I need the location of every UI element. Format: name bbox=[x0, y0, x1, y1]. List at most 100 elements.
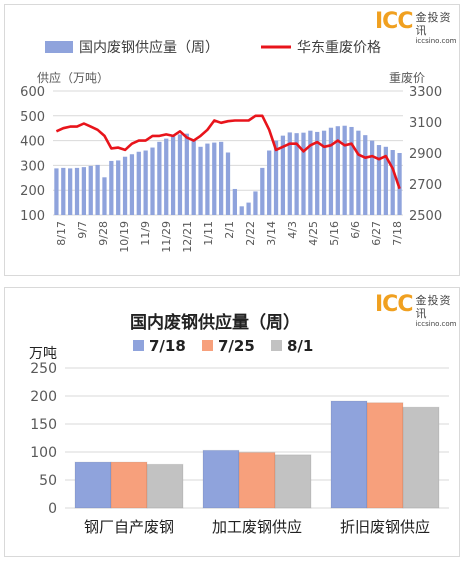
legend-label: 7/25 bbox=[218, 337, 255, 355]
supply-bar bbox=[315, 131, 320, 215]
x-tick-label: 3/14 bbox=[265, 221, 278, 246]
supply-bar bbox=[68, 168, 73, 215]
x-tick-label: 2/1 bbox=[223, 221, 236, 239]
chart-title: 国内废钢供应量（周） bbox=[130, 312, 300, 333]
logo-url-text: iccsino.com bbox=[415, 37, 457, 45]
price-line bbox=[55, 114, 401, 190]
legend-swatch-supply bbox=[45, 41, 73, 53]
supply-bar bbox=[308, 130, 313, 215]
bar bbox=[202, 449, 240, 509]
y-tick-right: 2900 bbox=[409, 147, 442, 162]
bar bbox=[274, 454, 312, 509]
supply-bar bbox=[177, 134, 183, 215]
legend-swatch bbox=[133, 340, 144, 351]
y-tick: 100 bbox=[30, 445, 57, 461]
supply-bar bbox=[170, 136, 176, 215]
logo-icc-text: ICC bbox=[375, 292, 413, 317]
supply-bar bbox=[198, 146, 203, 215]
logo-cn-text: 金投资讯 bbox=[415, 294, 452, 320]
supply-bar bbox=[136, 151, 141, 215]
legend-swatch bbox=[271, 340, 282, 351]
supply-bar bbox=[205, 143, 210, 215]
supply-bar bbox=[369, 140, 375, 215]
supply-bar bbox=[397, 153, 402, 215]
x-tick-label: 4/3 bbox=[286, 221, 299, 239]
supply-bar bbox=[184, 133, 189, 215]
supply-bar bbox=[376, 145, 382, 215]
x-tick-label: 5/16 bbox=[328, 221, 341, 246]
y-tick: 50 bbox=[39, 473, 57, 489]
supply-bar bbox=[246, 202, 251, 215]
supply-bar bbox=[342, 125, 347, 215]
supply-breakdown-panel: ICC 金投资讯 iccsino.com 国内废钢供应量（周） 万吨 7/18 7/2… bbox=[4, 287, 460, 557]
y-tick-right: 2700 bbox=[409, 178, 442, 193]
x-category-label: 加工废钢供应 bbox=[212, 518, 302, 536]
y-tick-right: 2500 bbox=[409, 209, 442, 224]
x-tick-label: 9/28 bbox=[97, 221, 110, 246]
supply-bar bbox=[267, 150, 272, 215]
x-tick-label: 11/29 bbox=[160, 221, 173, 253]
supply-bar bbox=[61, 167, 66, 215]
y-tick: 250 bbox=[30, 361, 57, 377]
supply-bar bbox=[150, 147, 155, 215]
y-axis-title-right: 重废价 bbox=[389, 70, 425, 85]
x-tick-label: 12/21 bbox=[181, 221, 194, 253]
weekly-supply-price-panel: ICC 金投资讯 iccsino.com 国内废钢供应量（周） 华东重废价格 供应（… bbox=[4, 4, 460, 276]
supply-bar bbox=[390, 150, 395, 215]
y-axis-title: 万吨 bbox=[29, 346, 57, 362]
y-tick: 0 bbox=[48, 501, 57, 517]
supply-bar bbox=[294, 133, 299, 215]
supply-bar bbox=[219, 141, 224, 215]
supply-bar bbox=[232, 188, 237, 215]
y-tick-left: 400 bbox=[20, 135, 45, 150]
supply-bar bbox=[239, 206, 244, 215]
x-tick-label: 4/25 bbox=[307, 221, 320, 246]
x-tick-label: 10/19 bbox=[118, 221, 131, 253]
y-tick-right: 3100 bbox=[409, 116, 442, 131]
supply-bar bbox=[212, 142, 217, 215]
y-axis-title-left: 供应（万吨） bbox=[37, 70, 109, 85]
supply-bar bbox=[383, 146, 388, 215]
bar bbox=[402, 406, 440, 509]
bar bbox=[110, 461, 148, 509]
y-tick-left: 500 bbox=[20, 110, 45, 125]
bar bbox=[330, 400, 368, 509]
supply-breakdown-bar-chart: 国内废钢供应量（周） 万吨 7/18 7/25 8/1 0 50 100 150 200 250 钢厂… bbox=[29, 312, 449, 536]
x-tick-label: 6/27 bbox=[370, 221, 383, 246]
x-tick-label: 1/11 bbox=[202, 221, 215, 246]
x-category-label: 折旧废钢供应 bbox=[340, 518, 430, 536]
supply-bar bbox=[88, 165, 93, 215]
supply-bar bbox=[321, 130, 327, 215]
y-tick-left: 100 bbox=[20, 209, 45, 224]
supply-bar bbox=[95, 164, 100, 215]
supply-bar bbox=[363, 135, 368, 215]
supply-bar bbox=[54, 168, 59, 215]
logo-url-text: iccsino.com bbox=[415, 320, 457, 328]
supply-bar bbox=[164, 138, 169, 215]
supply-bar bbox=[157, 141, 162, 215]
y-tick-left: 200 bbox=[20, 184, 45, 199]
icc-logo-2: ICC 金投资讯 iccsino.com bbox=[375, 294, 459, 329]
legend-label-supply: 国内废钢供应量（周） bbox=[79, 39, 219, 56]
supply-bar bbox=[74, 167, 80, 215]
supply-bar bbox=[349, 126, 354, 215]
y-tick-left: 600 bbox=[20, 85, 45, 100]
supply-bar bbox=[335, 126, 340, 215]
bar bbox=[74, 461, 112, 509]
legend-label: 7/18 bbox=[149, 337, 186, 355]
supply-bar bbox=[191, 140, 196, 215]
logo-cn-text: 金投资讯 bbox=[415, 11, 452, 37]
supply-bar bbox=[301, 132, 306, 215]
legend-swatch bbox=[202, 340, 213, 351]
bar bbox=[366, 402, 404, 509]
supply-bar bbox=[280, 135, 286, 215]
x-tick-label: 7/18 bbox=[391, 221, 404, 246]
x-tick-label: 6/6 bbox=[349, 221, 362, 239]
supply-bar bbox=[253, 191, 258, 215]
supply-bar bbox=[143, 150, 148, 215]
bar bbox=[146, 463, 184, 509]
y-tick-right: 3300 bbox=[409, 85, 442, 100]
x-category-label: 钢厂自产废钢 bbox=[84, 518, 174, 536]
supply-bar bbox=[273, 140, 279, 215]
